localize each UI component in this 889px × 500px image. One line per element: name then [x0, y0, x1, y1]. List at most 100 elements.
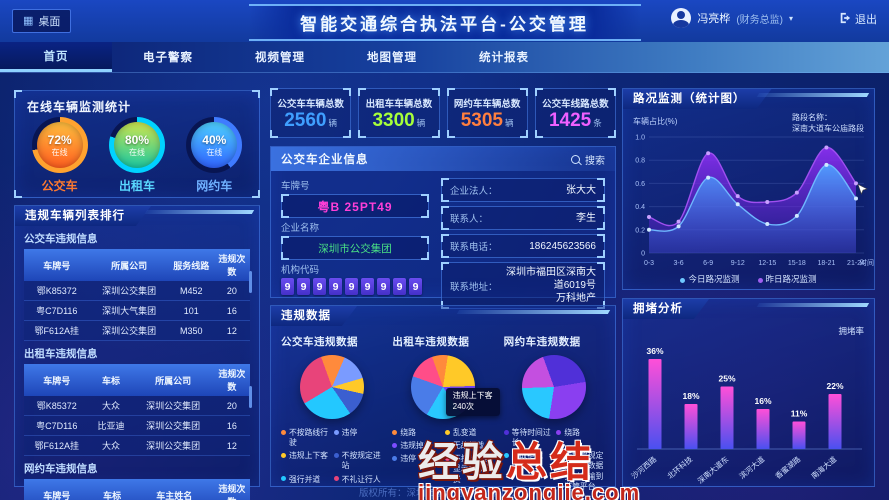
org-code-digit: 9	[409, 278, 422, 295]
desktop-button[interactable]: ▦ 桌面	[12, 9, 72, 33]
table-header-row: 车牌号 所属公司 服务线路 违规次数	[24, 249, 250, 281]
company-info-panel: 公交车企业信息 搜索 车牌号 粤B 25PT49 企业名称 深圳市公交集团 机构…	[270, 146, 616, 309]
legend-dot	[333, 476, 339, 481]
plate-field[interactable]: 粤B 25PT49	[281, 194, 429, 218]
taxi-violation-subtitle: 出租车违规信息	[24, 348, 98, 360]
scrollbar[interactable]	[249, 386, 252, 408]
tab-map-management[interactable]: 地图管理	[367, 52, 417, 64]
tab-statistics-report[interactable]: 统计报表	[479, 52, 529, 64]
legend-dot	[556, 452, 562, 458]
contact-phone-row: 联系电话： 186245623566	[441, 234, 605, 258]
legend-item: 不礼让行人	[333, 475, 383, 485]
svg-text:21-24: 21-24	[847, 260, 865, 267]
panel-banner: 违规数据	[271, 306, 615, 326]
y-axis-label: 车辆占比(%)	[633, 117, 678, 126]
donut-gauge-rideshare: 40% 在线	[186, 117, 243, 173]
legend-item: 违停	[333, 428, 383, 448]
bus-violation-subtitle: 公交车违规信息	[24, 233, 98, 245]
legend-item: 未按照规定将相关数据实时传输到监管平台	[556, 451, 605, 492]
table-row[interactable]: 粤C7D116 比亚迪 深圳公交集团 16	[24, 415, 250, 436]
user-avatar-icon	[671, 8, 692, 28]
gauge-rideshare: 40% 在线 网约车	[186, 117, 243, 194]
company-name-field[interactable]: 深圳市公交集团	[281, 236, 429, 260]
stat-card-row: 公交车车辆总数 2560 辆 出租车车辆总数 3300 辆 网约车车辆总数 5305…	[270, 88, 616, 138]
plate-label: 车牌号	[281, 181, 310, 192]
table-row[interactable]: 鄂K85372 深圳公交集团 M452 20	[24, 281, 250, 301]
road-chart[interactable]: 0 0.2 0.4 0.6 0.8 1.0 0-3 3-6 6-9 9-12 12-15 15-18 1…	[623, 125, 876, 275]
bus-violation-table: 车牌号 所属公司 服务线路 违规次数 鄂K85372 深圳公交集团 M452 20 粤C7D…	[24, 249, 252, 341]
table-header-row: 车牌号 车标 所属公司 违规次数	[24, 364, 250, 396]
legend-dot	[281, 452, 286, 458]
rideshare-pie-chart[interactable]	[522, 355, 587, 419]
org-code-digit: 9	[393, 278, 406, 295]
taxi-pie-title: 出租车违规数据	[392, 336, 470, 348]
legend-item-today: 今日路况监测	[680, 274, 740, 285]
stat-taxi-total: 出租车车辆总数 3300 辆	[358, 88, 440, 138]
legend-dot	[444, 429, 450, 435]
copyright-text: 版权所有：深圳市富源信息技术有限公司	[358, 488, 530, 499]
search-label: 搜索	[585, 155, 605, 167]
legend-item: 违规掉头	[392, 441, 441, 451]
company-name-label: 企业名称	[281, 223, 320, 234]
gauge-label-bus: 公交车	[41, 179, 78, 193]
tab-electronic-police[interactable]: 电子警察	[143, 52, 193, 64]
table-row[interactable]: 鄂K85372 大众 深圳公交集团 20	[24, 396, 250, 416]
bus-pie-chart[interactable]	[299, 355, 364, 419]
svg-text:18%: 18%	[682, 391, 699, 401]
legend-item: 无故拒载	[503, 451, 553, 492]
jam-y-axis-label: 拥堵率	[838, 326, 864, 336]
svg-text:18-21: 18-21	[817, 260, 835, 267]
svg-text:12-15: 12-15	[758, 260, 776, 267]
stat-unit: 辆	[416, 117, 426, 128]
legend-item: 违规上下客	[281, 451, 330, 471]
legend-dot	[281, 476, 286, 481]
table-row[interactable]: 鄂F612A挂 大众 深圳公交集团 12	[24, 435, 250, 456]
user-name: 冯亮桦	[697, 13, 731, 25]
gauge-percent: 80%	[124, 132, 149, 147]
user-menu[interactable]: 冯亮桦 (财务总监) ▾	[671, 8, 793, 28]
rideshare-violation-subtitle: 网约车违规信息	[24, 463, 98, 475]
org-code-digit: 9	[345, 278, 358, 295]
scrollbar[interactable]	[249, 271, 252, 293]
svg-text:香蜜湖路: 香蜜湖路	[773, 454, 803, 481]
gauge-label-taxi: 出租车	[118, 179, 155, 193]
org-code-digit: 9	[377, 278, 390, 295]
svg-text:0.6: 0.6	[635, 181, 645, 188]
logout-button[interactable]: 退出	[839, 11, 877, 27]
svg-text:1.0: 1.0	[635, 135, 645, 142]
jam-chart[interactable]: 36% 沙河西路 18% 北环科技 25% 深南大道东 16% 滨河大道 11% 香蜜湖路 22% 南…	[629, 331, 870, 486]
legend-dot	[444, 442, 450, 448]
bus-pie-legend: 不按路线行驶 违停 违规上下客 不按规定进站 强行并道 不礼让行人	[281, 428, 382, 485]
tab-video-management[interactable]: 视频管理	[255, 52, 305, 64]
stat-value: 5305	[460, 109, 503, 131]
gauge-status: 在线	[128, 147, 145, 157]
company-name-value: 深圳市公交集团	[318, 242, 392, 255]
legend-dot	[556, 429, 562, 435]
svg-text:36%: 36%	[646, 346, 663, 356]
nav-bar: 首页 电子警察 视频管理 地图管理 统计报表	[0, 42, 889, 73]
legend-item: 绕路	[392, 428, 441, 438]
banner-decor	[756, 93, 870, 97]
panel-banner: 拥堵分析	[623, 299, 874, 319]
org-code-digit: 9	[281, 278, 294, 295]
table-row[interactable]: 粤C7D116 深圳大气集团 101 16	[24, 300, 250, 321]
tab-home[interactable]: 首页	[0, 42, 112, 72]
banner-decor	[756, 303, 870, 307]
legend-item: 乱变道	[444, 428, 494, 438]
legend-dot	[680, 277, 686, 283]
legal-person-row: 企业法人： 张大大	[441, 178, 605, 202]
legend-dot	[333, 429, 339, 435]
gauge-label-rideshare: 网约车	[196, 179, 233, 193]
contact-address-row: 联系地址： 深圳市福田区深南大道6019号 万科地产	[441, 262, 605, 309]
table-row[interactable]: 鄂F612A挂 深圳公交集团 M350 12	[24, 320, 250, 341]
search-button[interactable]: 搜索	[571, 152, 605, 167]
legend-item: 不按规定进站	[333, 451, 383, 471]
svg-text:11%: 11%	[791, 409, 808, 419]
legend-dot	[444, 455, 450, 461]
svg-text:沙河西路: 沙河西路	[629, 454, 659, 481]
online-panel-title: 在线车辆监测统计	[27, 100, 132, 114]
svg-text:0: 0	[641, 251, 645, 258]
svg-text:16%: 16%	[754, 396, 771, 406]
logout-icon	[839, 12, 851, 27]
